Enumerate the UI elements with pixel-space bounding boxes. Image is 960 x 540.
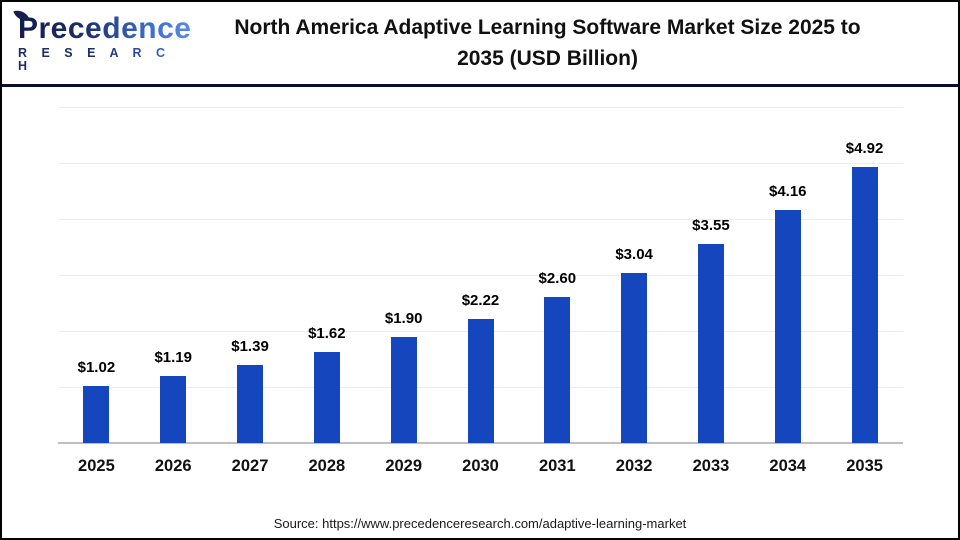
x-tick-label: 2028 xyxy=(308,457,346,475)
gridline xyxy=(58,107,903,108)
bar-value-label: $2.60 xyxy=(538,270,577,288)
chart-title-line2: 2035 (USD Billion) xyxy=(457,47,638,70)
bar-2026 xyxy=(160,376,187,443)
gridline xyxy=(58,219,903,220)
bar-2034 xyxy=(774,210,801,443)
bar-2028 xyxy=(313,352,340,443)
bar-value-label: $3.55 xyxy=(692,217,730,235)
x-tick-label: 2034 xyxy=(769,457,807,475)
x-tick-label: 2026 xyxy=(154,457,192,475)
logo-text: Precedence xyxy=(18,12,192,45)
bar-value-label: $4.92 xyxy=(845,140,884,158)
bar-value-label: $1.90 xyxy=(384,309,423,327)
bar-value-label: $1.62 xyxy=(308,325,346,343)
bar-chart: $1.02 2025 $1.19 2026 $1.39 2027 $1.62 2028 $1.9… xyxy=(2,87,958,514)
chart-title-line1: North America Adaptive Learning Software… xyxy=(234,16,861,39)
bar-2031 xyxy=(544,297,571,443)
bar-value-label: $2.22 xyxy=(461,291,500,309)
logo-wordmark: Precedence xyxy=(13,7,192,45)
gridline xyxy=(58,275,903,276)
bar-value-label: $3.04 xyxy=(615,245,653,263)
x-tick-label: 2033 xyxy=(692,457,730,475)
bar-2030 xyxy=(467,318,494,443)
gridline xyxy=(58,163,903,164)
header: Precedence R E S E A R C H North America… xyxy=(2,2,958,87)
source-note: Source: https://www.precedenceresearch.c… xyxy=(273,516,687,531)
precedence-research-logo: Precedence R E S E A R C H xyxy=(2,7,187,72)
x-tick-label: 2035 xyxy=(846,457,883,475)
x-tick-label: 2030 xyxy=(462,457,499,475)
chart-title: North America Adaptive Learning Software… xyxy=(187,12,958,74)
bar-2025 xyxy=(83,385,110,443)
bar-2035 xyxy=(851,167,878,443)
x-axis-line xyxy=(58,442,903,444)
bar-value-label: $1.19 xyxy=(154,349,192,367)
x-tick-label: 2032 xyxy=(615,457,653,475)
bar-2029 xyxy=(390,336,417,443)
bar-2027 xyxy=(237,365,264,443)
bar-value-label: $4.16 xyxy=(768,183,807,201)
bar-2032 xyxy=(621,272,648,443)
x-tick-label: 2027 xyxy=(231,457,269,475)
x-tick-label: 2029 xyxy=(385,457,423,475)
logo-subtext: R E S E A R C H xyxy=(18,47,187,72)
x-tick-label: 2025 xyxy=(78,457,115,475)
bar-2033 xyxy=(697,244,724,443)
bar-value-label: $1.39 xyxy=(231,338,269,356)
bar-value-label: $1.02 xyxy=(77,358,116,376)
x-tick-label: 2031 xyxy=(538,457,576,475)
